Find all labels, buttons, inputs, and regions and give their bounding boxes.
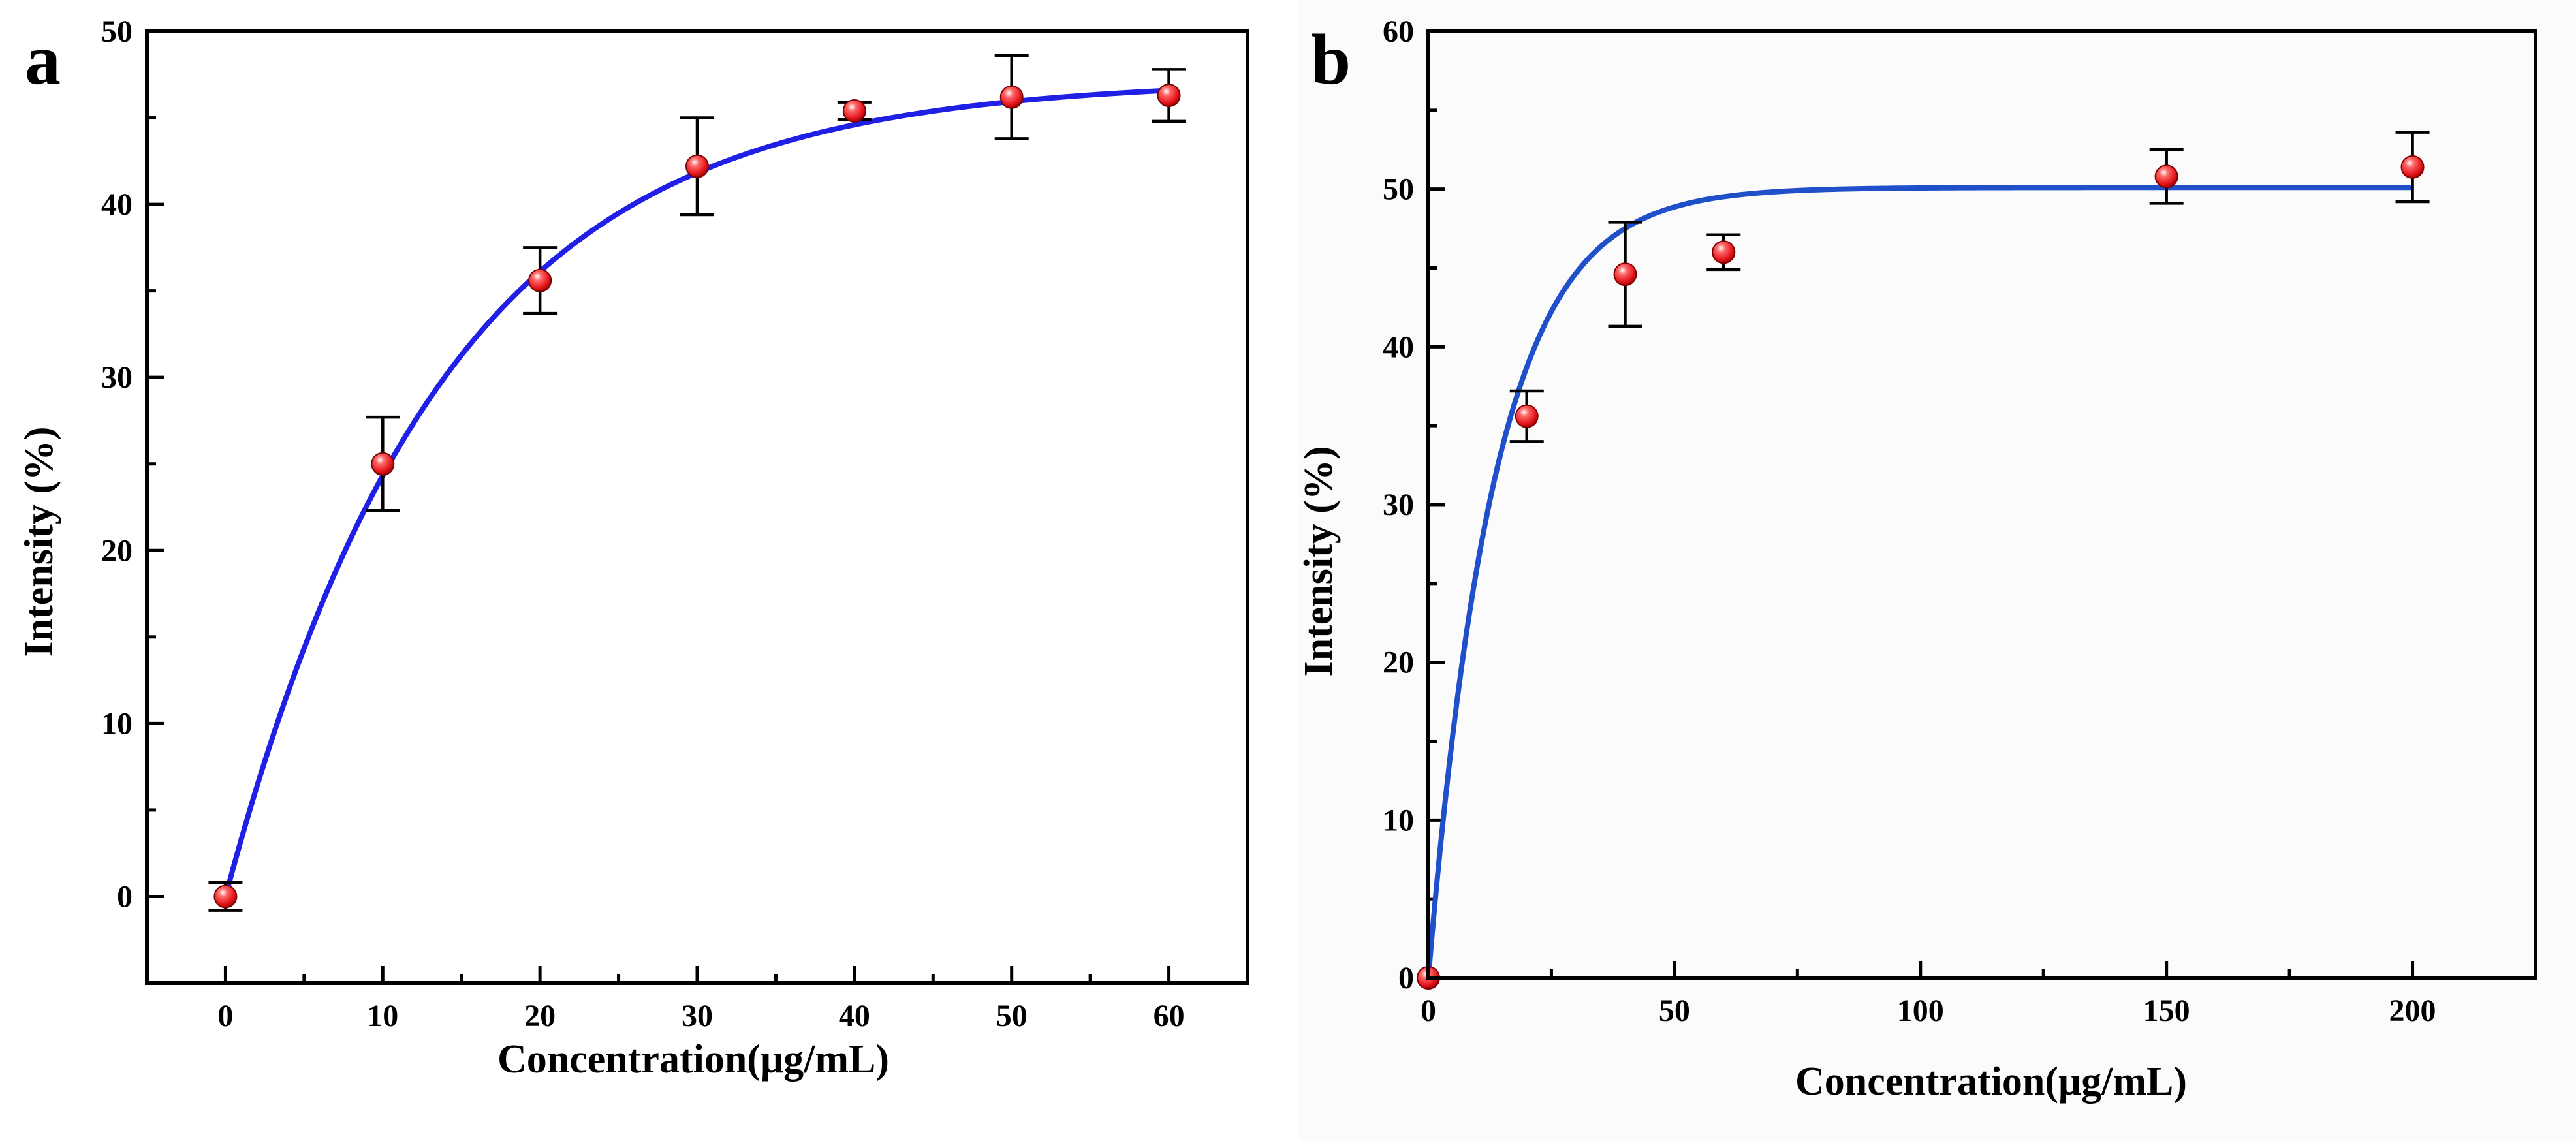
fit-curve-b <box>1426 185 2413 978</box>
y-tick-label-a-20: 20 <box>101 533 133 568</box>
y-tick-label-b-50: 50 <box>1383 172 1414 207</box>
y-tick-label-a-50: 50 <box>101 14 133 49</box>
x-tick-label-a-10: 10 <box>367 999 398 1033</box>
y-axis-title-a: Intensity (%) <box>17 426 61 657</box>
y-tick-label-a-30: 30 <box>101 360 133 395</box>
x-tick-label-a-0: 0 <box>217 999 233 1033</box>
x-tick-label-b-50: 50 <box>1659 993 1690 1028</box>
x-tick-label-b-150: 150 <box>2143 993 2190 1028</box>
y-tick-label-b-40: 40 <box>1383 330 1414 364</box>
data-point-group-a <box>213 84 1181 909</box>
x-tick-label-b-0: 0 <box>1421 993 1436 1028</box>
data-point-a-4 <box>842 99 866 123</box>
x-axis-title-b: Concentration(μg/mL) <box>1795 1059 2187 1104</box>
axes-frame-b <box>1426 29 2537 980</box>
panel-label-a: a <box>25 20 61 99</box>
y-tick-label-a-0: 0 <box>117 879 133 914</box>
y-axis-title-b: Intensity (%) <box>1296 446 1341 676</box>
data-point-a-0 <box>213 884 238 909</box>
data-point-a-3 <box>685 154 709 178</box>
data-point-a-2 <box>528 268 552 292</box>
errorbar-group-a <box>208 54 1186 912</box>
chart-panel-a: a 0 10 20 30 40 50 60 0 10 20 30 40 50 Concentration… <box>0 0 1280 1141</box>
data-point-b-2 <box>1613 262 1637 287</box>
y-tick-label-b-0: 0 <box>1398 961 1414 995</box>
panel-label-b: b <box>1311 20 1351 99</box>
y-tick-label-b-10: 10 <box>1383 803 1414 837</box>
x-tick-label-b-200: 200 <box>2389 993 2436 1028</box>
x-tick-label-b-100: 100 <box>1897 993 1944 1028</box>
y-tick-label-b-20: 20 <box>1383 646 1414 680</box>
tick-label-group-b: 0 50 100 150 200 0 10 20 30 40 50 60 <box>1383 14 2436 1028</box>
data-point-b-5 <box>2400 155 2425 179</box>
chart-panel-b: b 0 50 100 150 200 0 10 20 30 40 50 60 Concentratio… <box>1296 0 2576 1141</box>
x-tick-label-a-20: 20 <box>524 999 556 1033</box>
tick-label-group-a: 0 10 20 30 40 50 60 0 10 20 30 40 50 <box>101 14 1185 1033</box>
y-tick-label-b-30: 30 <box>1383 488 1414 522</box>
x-tick-label-a-40: 40 <box>839 999 870 1033</box>
y-tick-label-b-60: 60 <box>1383 14 1414 49</box>
x-tick-label-a-60: 60 <box>1154 999 1185 1033</box>
data-point-a-1 <box>371 452 395 476</box>
y-tick-label-a-10: 10 <box>101 706 133 741</box>
data-point-a-5 <box>999 85 1024 109</box>
data-point-b-4 <box>2154 164 2178 189</box>
x-tick-label-a-30: 30 <box>682 999 713 1033</box>
data-point-b-3 <box>1712 240 1736 264</box>
y-tick-label-a-40: 40 <box>101 187 133 222</box>
axes-frame-a <box>145 29 1249 985</box>
x-axis-title-a: Concentration(μg/mL) <box>497 1037 889 1082</box>
data-point-b-1 <box>1515 404 1539 428</box>
data-point-a-6 <box>1157 84 1181 108</box>
x-tick-label-a-50: 50 <box>996 999 1028 1033</box>
